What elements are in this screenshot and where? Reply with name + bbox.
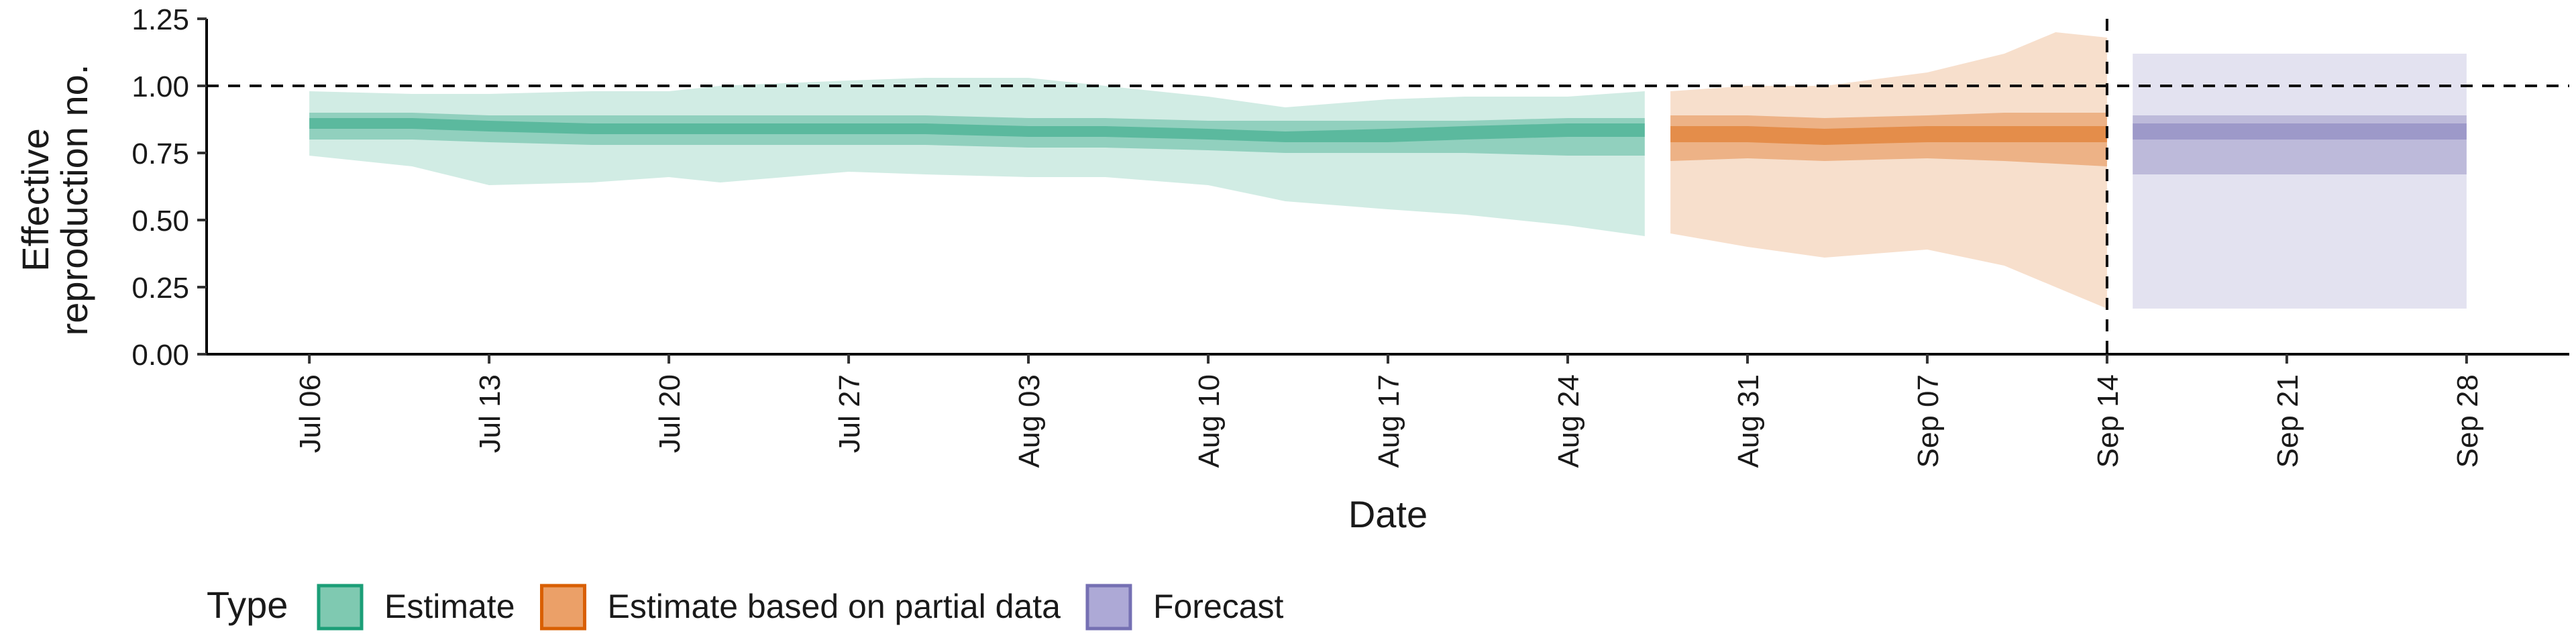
series-estimate [309, 78, 1645, 236]
y-tick-label: 1.00 [131, 70, 189, 103]
ribbon-50-forecast [2133, 115, 2467, 174]
y-tick-label: 0.25 [131, 272, 189, 305]
y-axis-title-line: Effective [14, 128, 56, 272]
legend-swatch [1085, 584, 1132, 631]
legend-label: Estimate [384, 588, 515, 625]
legend-item-forecast: Forecast [1085, 584, 1284, 631]
ribbon-50-estimate-based-on-partial-data [1670, 113, 2107, 166]
ribbon-90-estimate-based-on-partial-data [1670, 32, 2107, 309]
legend-label: Estimate based on partial data [608, 588, 1061, 625]
ribbon-90-forecast [2133, 54, 2467, 309]
ribbon-20-forecast [2133, 123, 2467, 140]
x-tick-label: Sep 21 [2271, 374, 2304, 468]
x-tick-label: Aug 17 [1373, 374, 1405, 468]
legend: Type Estimate Estimate based on partial da… [207, 584, 1284, 631]
x-tick-label: Sep 28 [2451, 374, 2484, 468]
x-tick-label: Jul 06 [294, 374, 327, 453]
y-tick-label: 0.50 [131, 205, 189, 237]
legend-label: Forecast [1153, 588, 1284, 625]
legend-swatch [317, 584, 364, 631]
ribbon-50-estimate [309, 113, 1645, 156]
x-tick-label: Jul 13 [474, 374, 506, 453]
x-axis-title: Date [1348, 493, 1428, 535]
x-tick-label: Aug 10 [1193, 374, 1226, 468]
ribbon-90-estimate [309, 78, 1645, 236]
x-tick-label: Aug 24 [1552, 374, 1585, 468]
ribbon-20-estimate [309, 118, 1645, 142]
x-tick-label: Sep 07 [1912, 374, 1945, 468]
x-tick-label: Aug 03 [1013, 374, 1046, 468]
series-estimate-based-on-partial-data [1670, 32, 2107, 309]
plot-area [207, 19, 2569, 354]
series-forecast [2133, 54, 2467, 309]
x-tick-label: Sep 14 [2092, 374, 2125, 468]
legend-swatch [540, 584, 587, 631]
ribbon-20-estimate-based-on-partial-data [1670, 126, 2107, 145]
legend-item-estimate: Estimate [317, 584, 515, 631]
legend-title: Type [207, 584, 288, 626]
y-tick-label: 0.00 [131, 339, 189, 372]
y-tick-label: 0.75 [131, 138, 189, 170]
y-axis-title-line: reproduction no. [53, 64, 95, 336]
y-tick-label: 1.25 [131, 3, 189, 36]
legend-item-estimate-based-on-partial-data: Estimate based on partial data [540, 584, 1061, 631]
axes: 0.00 0.25 0.50 0.75 1.00 1.25 Jul 06 Jul 13 Jul … [131, 3, 2569, 468]
x-tick-label: Jul 27 [833, 374, 866, 453]
x-tick-label: Jul 20 [653, 374, 686, 453]
x-tick-label: Aug 31 [1732, 374, 1765, 468]
